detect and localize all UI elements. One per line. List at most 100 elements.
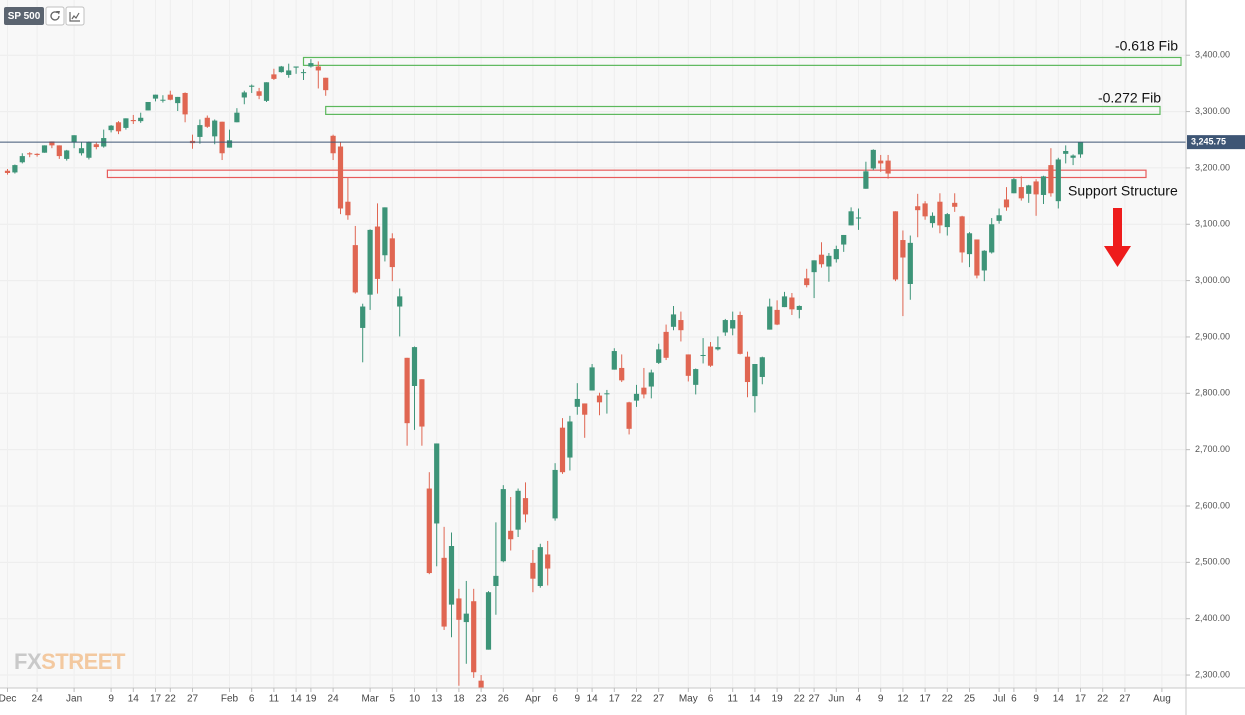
- candle-body: [1048, 165, 1054, 194]
- x-tick-label: Jan: [66, 694, 82, 705]
- logo: FXSTREET: [14, 649, 126, 674]
- candle-body: [1003, 199, 1010, 208]
- x-tick-label: 22: [942, 694, 954, 705]
- candle-body: [656, 349, 662, 363]
- x-tick-label: 6: [708, 694, 714, 705]
- candle-body: [471, 601, 477, 673]
- candle-body: [337, 146, 344, 209]
- candle-body: [1055, 159, 1061, 202]
- x-tick-label: Mar: [361, 694, 379, 705]
- y-tick-label: 3,300.00: [1195, 106, 1230, 116]
- candle-body: [286, 70, 292, 75]
- candle-body: [64, 150, 70, 159]
- x-tick-label: 25: [964, 694, 976, 705]
- candle-body: [722, 320, 728, 333]
- candle-body: [552, 469, 558, 519]
- candle-body: [855, 217, 862, 219]
- last-price-tag: [1187, 135, 1245, 150]
- candle-body: [744, 356, 751, 383]
- symbol-widget[interactable]: SP 500: [4, 6, 85, 26]
- candle-body: [300, 72, 307, 74]
- candle-body: [1070, 155, 1076, 158]
- candle-body: [545, 554, 551, 569]
- candle-body: [959, 216, 965, 253]
- refresh-button[interactable]: [45, 6, 65, 26]
- x-tick-label: 12: [897, 694, 909, 705]
- refresh-icon-head: [56, 11, 60, 15]
- x-tick-label: 6: [249, 694, 255, 705]
- candle-body: [670, 314, 677, 327]
- candle-body: [641, 387, 647, 395]
- candle-body: [434, 443, 440, 524]
- candle-body: [219, 121, 225, 154]
- candle-body: [582, 403, 588, 415]
- x-tick-label: 9: [108, 694, 114, 705]
- y-tick-label: 2,400.00: [1195, 613, 1230, 623]
- candle-body: [56, 145, 62, 157]
- candle-body: [197, 125, 203, 137]
- candle-body: [49, 141, 55, 146]
- zones: [106, 56, 1182, 179]
- chart-icon: [69, 12, 80, 22]
- candle-body: [234, 112, 240, 123]
- candle-body: [848, 211, 854, 226]
- candle-body: [944, 214, 950, 228]
- y-tick-label: 2,700.00: [1195, 444, 1230, 454]
- x-tick-label: 6: [552, 694, 558, 705]
- candle-body: [619, 367, 625, 381]
- x-tick-label: 14: [749, 694, 761, 705]
- candle-body: [463, 613, 469, 623]
- candle-body: [878, 160, 884, 164]
- candle-body: [138, 117, 144, 122]
- x-tick-label: 19: [305, 694, 317, 705]
- symbol-box[interactable]: [4, 7, 44, 25]
- down-arrow: [1104, 208, 1131, 267]
- candle-body: [604, 393, 610, 395]
- candle-body: [411, 347, 418, 386]
- candle-body: [522, 498, 529, 515]
- candle-body: [811, 260, 817, 273]
- y-tick-label: 2,900.00: [1195, 331, 1230, 341]
- candle-body: [263, 82, 270, 101]
- candle-body: [789, 297, 795, 310]
- candle-body: [374, 226, 381, 279]
- candle-body: [382, 207, 388, 256]
- candle-body: [826, 255, 832, 267]
- chart-button[interactable]: [65, 6, 85, 26]
- x-tick-label: 9: [1033, 694, 1039, 705]
- x-tick-label: 17: [1075, 694, 1087, 705]
- candle-body: [78, 148, 85, 154]
- candle-body: [456, 598, 462, 620]
- candle-body: [730, 320, 736, 329]
- candle-body: [804, 278, 810, 286]
- x-tick-label: 23: [476, 694, 488, 705]
- candle-body: [256, 91, 262, 96]
- x-tick-label: 26: [498, 694, 510, 705]
- candle-body: [145, 101, 151, 111]
- candle-body: [86, 141, 92, 158]
- candle-body: [648, 372, 654, 387]
- x-tick-label: Jul: [993, 694, 1006, 705]
- candle-body: [589, 367, 595, 391]
- candle-body: [833, 249, 839, 260]
- x-tick-label: 27: [809, 694, 821, 705]
- logo-left: FX: [14, 649, 42, 674]
- candle-body: [271, 74, 277, 79]
- last-price-label: 3,245.75: [1191, 137, 1226, 147]
- x-tick-label: 22: [631, 694, 643, 705]
- candle-body: [1040, 176, 1047, 195]
- arrow-head: [1104, 246, 1131, 267]
- candle-body: [796, 305, 802, 310]
- x-tick-label: 9: [575, 694, 581, 705]
- symbol: SP 500: [8, 11, 41, 22]
- candle-body: [448, 546, 455, 605]
- candle-body: [478, 680, 484, 688]
- candle-body: [1063, 151, 1069, 154]
- candle-body: [1011, 179, 1017, 194]
- candle-body: [892, 211, 899, 280]
- candle-body: [182, 92, 188, 115]
- candle-body: [870, 149, 876, 169]
- y-tick-label: 3,400.00: [1195, 50, 1230, 60]
- y-tick-label: 3,100.00: [1195, 219, 1230, 229]
- x-tick-label: 5: [390, 694, 396, 705]
